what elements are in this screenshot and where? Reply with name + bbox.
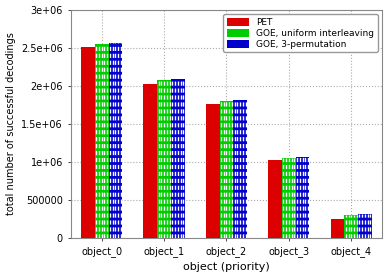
Bar xyxy=(220,101,233,238)
Bar xyxy=(144,84,157,238)
Bar xyxy=(233,100,247,238)
Bar xyxy=(157,80,171,238)
Bar xyxy=(81,47,95,238)
Bar xyxy=(331,219,345,238)
Bar xyxy=(268,160,282,238)
X-axis label: object (priority): object (priority) xyxy=(183,262,270,272)
Bar xyxy=(345,215,358,238)
Bar xyxy=(296,157,310,238)
Bar xyxy=(109,43,122,238)
Bar xyxy=(171,79,185,238)
Legend: PET, GOE, uniform interleaving, GOE, 3-permutation: PET, GOE, uniform interleaving, GOE, 3-p… xyxy=(223,14,378,52)
Bar xyxy=(282,158,296,238)
Bar xyxy=(95,44,109,238)
Bar xyxy=(206,104,220,238)
Y-axis label: total number of successful decodings: total number of successful decodings xyxy=(5,33,16,215)
Bar xyxy=(358,214,372,238)
